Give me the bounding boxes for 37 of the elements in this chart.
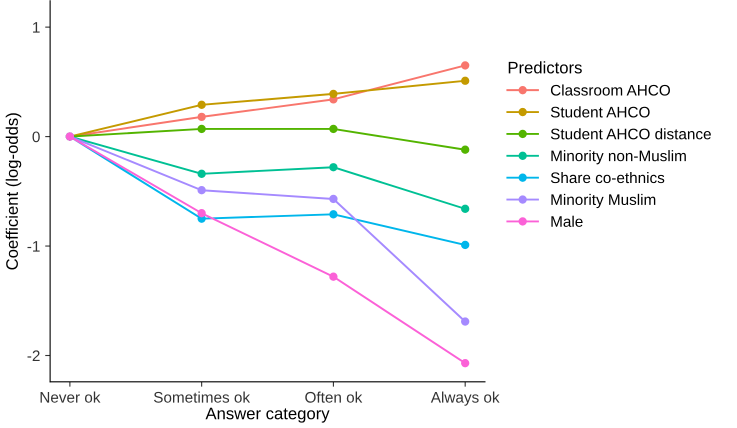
legend-label: Minority non-Muslim: [551, 150, 686, 164]
legend-label: Male: [551, 216, 583, 227]
point: [461, 76, 470, 85]
y-axis-title: Coefficient (log-odds): [6, 113, 22, 270]
point: [197, 124, 206, 134]
x-tick-label: Sometimes ok: [154, 392, 250, 403]
legend-label: Student AHCO distance: [550, 128, 711, 140]
point: [329, 163, 338, 172]
point: [197, 186, 206, 194]
legend-label: Minority Muslim: [551, 194, 656, 208]
point: [329, 90, 338, 98]
y-tick-label: -2: [27, 350, 40, 362]
point: [461, 359, 470, 368]
legend-label: Classroom AHCO: [550, 84, 670, 96]
y-tick-label: -1: [27, 241, 40, 252]
point: [197, 170, 206, 178]
x-tick-label: Always ok: [430, 392, 500, 406]
legend-label: Share co-ethnics: [550, 172, 664, 184]
legend-title: Predictors: [508, 61, 582, 74]
point: [461, 204, 470, 213]
legend-label: Student AHCO: [550, 106, 650, 118]
point: [197, 209, 206, 218]
x-tick-label: Often ok: [305, 392, 362, 403]
x-axis-title: Answer category: [206, 408, 330, 423]
point: [329, 124, 338, 134]
point: [329, 272, 338, 281]
point: [461, 240, 470, 250]
y-tick-label: 1: [33, 22, 40, 33]
point: [461, 146, 470, 154]
point: [197, 112, 206, 122]
point: [329, 210, 338, 218]
point: [461, 317, 470, 326]
point: [461, 61, 470, 70]
x-tick-label: Never ok: [40, 392, 100, 403]
point: [329, 194, 338, 204]
point: [197, 100, 206, 110]
y-tick-label: 0: [32, 131, 40, 142]
